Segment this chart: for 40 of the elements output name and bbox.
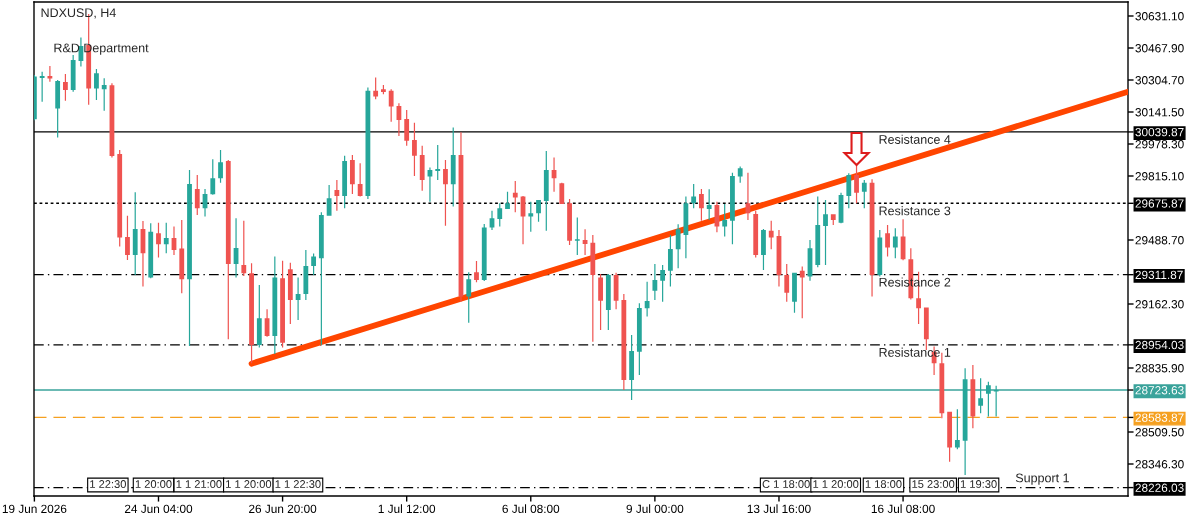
y-tick-label: 29488.70 xyxy=(1135,236,1184,245)
annotation: 1 1 20:00 xyxy=(226,480,272,488)
y-tick-label: 28226.03 xyxy=(1135,483,1184,492)
annotation: 1 19:30 xyxy=(960,480,997,488)
x-tick-label: 26 Jun 20:00 xyxy=(249,504,317,513)
annotation: 1 1 20:00 xyxy=(813,480,859,488)
annotation: 1 18:00 xyxy=(865,480,902,488)
x-tick-label: 9 Jul 00:00 xyxy=(626,504,684,513)
ref-line-label: Resistance 4 xyxy=(879,134,951,144)
y-tick-label: 29675.87 xyxy=(1135,199,1184,208)
y-tick-label: 29162.30 xyxy=(1135,300,1184,309)
annotation: 1 1 22:30 xyxy=(275,480,321,488)
chart-title: NDXUSD, H4 xyxy=(41,8,116,19)
y-tick-label: 29815.10 xyxy=(1135,172,1184,181)
y-tick-label: 30141.50 xyxy=(1135,108,1184,117)
ref-line-label: Support 1 xyxy=(1015,473,1069,485)
y-tick-label: 29978.30 xyxy=(1135,140,1184,149)
y-tick-label: 30304.70 xyxy=(1135,76,1184,85)
y-tick-label: 28723.63 xyxy=(1135,386,1184,395)
annotation: C 1 18:00 xyxy=(762,480,810,488)
y-tick-label: 30467.90 xyxy=(1135,44,1184,53)
annotation: 1 22:30 xyxy=(90,480,126,488)
annotation: 15 23:00 xyxy=(912,480,955,488)
x-tick-label: 13 Jul 16:00 xyxy=(747,504,811,513)
x-tick-label: 16 Jul 08:00 xyxy=(871,504,935,513)
y-tick-label: 28583.87 xyxy=(1135,413,1184,422)
annotation: 1 20:00 xyxy=(135,480,172,488)
x-tick-label: 6 Jul 08:00 xyxy=(502,504,560,513)
ref-line-label: Resistance 3 xyxy=(879,206,951,216)
x-tick-label: 1 Jul 12:00 xyxy=(378,504,436,513)
y-tick-label: 28835.90 xyxy=(1135,364,1184,373)
y-tick-label: 29311.87 xyxy=(1135,270,1183,280)
y-tick-label: 30631.10 xyxy=(1135,12,1184,21)
x-tick-label: 19 Jun 2026 xyxy=(2,504,67,513)
x-tick-label: 24 Jun 04:00 xyxy=(124,504,193,513)
y-tick-label: 30039.87 xyxy=(1135,127,1184,137)
annotation: 1 1 21:00 xyxy=(176,480,222,488)
y-tick-label: 28509.50 xyxy=(1135,428,1184,437)
y-tick-label: 28346.30 xyxy=(1135,460,1184,469)
y-tick-label: 28954.03 xyxy=(1135,340,1184,350)
